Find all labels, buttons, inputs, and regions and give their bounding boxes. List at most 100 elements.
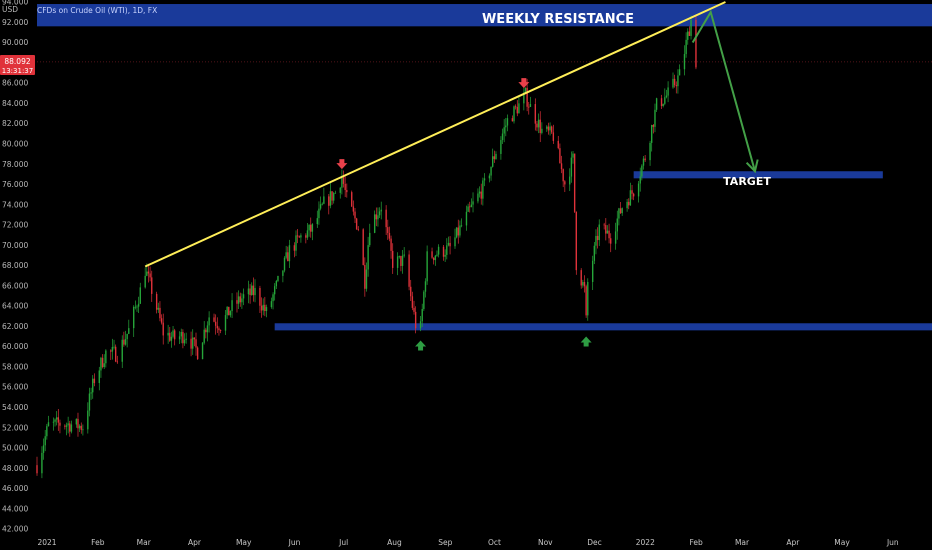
candle-body [111, 347, 114, 352]
price-tick-label: 94.000 [2, 0, 28, 7]
candle-body [500, 140, 502, 154]
candle [98, 366, 100, 391]
candle-body [654, 109, 656, 127]
candle [529, 96, 532, 108]
candle [639, 167, 641, 192]
price-axis: 42.000 44.000 46.000 48.000 50.000 52.000 54.0… [2, 0, 28, 534]
candle [560, 155, 563, 174]
candle-body [157, 307, 160, 310]
candle [591, 255, 594, 290]
candle [660, 94, 663, 110]
candle-body [42, 445, 45, 453]
candle-body [88, 393, 91, 411]
candle [316, 210, 319, 228]
candle-body [672, 78, 674, 88]
candle [511, 115, 514, 122]
candle [369, 223, 371, 247]
candle-body [414, 311, 417, 329]
candle [300, 233, 302, 243]
candle-body [362, 229, 364, 266]
candle-body [346, 190, 348, 193]
candle [351, 190, 353, 208]
candle-body [551, 126, 553, 133]
candle [655, 97, 658, 113]
candle-body [183, 339, 186, 344]
candle [685, 32, 687, 58]
candle-body [459, 225, 461, 236]
candle [390, 235, 392, 259]
candle-body [546, 126, 548, 129]
candle-body [260, 305, 263, 311]
candle-body [501, 133, 504, 141]
candle [44, 429, 46, 452]
candle-body [310, 224, 312, 232]
candle-body [113, 346, 115, 348]
candle [546, 125, 548, 132]
candle-body [523, 92, 525, 104]
time-tick-label: Dec [587, 538, 602, 547]
candle-body [365, 269, 368, 289]
candle [36, 456, 38, 476]
candle-body [528, 106, 530, 108]
candle-body [570, 157, 573, 177]
candle-body [562, 169, 564, 182]
candle [454, 228, 456, 249]
candle-body [573, 153, 576, 212]
candle [364, 257, 366, 297]
candle [162, 313, 164, 345]
candle-body [98, 370, 100, 384]
candle-body [375, 214, 378, 220]
candle [180, 328, 182, 344]
candle [100, 356, 102, 378]
candle [437, 244, 440, 258]
candle-body [201, 342, 204, 360]
candle [637, 181, 640, 203]
candle-body [236, 300, 238, 304]
candle-body [87, 410, 89, 430]
projection-arrowhead [745, 159, 759, 174]
candle [503, 119, 505, 143]
candle-body [596, 235, 599, 241]
candle [213, 313, 215, 323]
candle-body [541, 128, 543, 133]
candle [575, 211, 577, 275]
candle-body [695, 20, 697, 68]
price-tick-label: 82.000 [2, 119, 28, 128]
candle-body [619, 208, 622, 214]
candle [695, 15, 697, 70]
candle [128, 319, 130, 335]
currency-label: USD [2, 5, 18, 14]
candle-body [319, 204, 322, 209]
candle [92, 375, 94, 399]
candle-body [408, 254, 410, 287]
candle-body [296, 235, 299, 237]
candle [426, 245, 428, 285]
candle-body [342, 176, 345, 184]
candle [523, 84, 525, 111]
candle-body [660, 98, 663, 107]
candle [101, 354, 104, 369]
candle [644, 155, 646, 162]
price-tick-label: 66.000 [2, 281, 28, 290]
candle-body [149, 273, 151, 278]
time-tick-label: Mar [137, 538, 152, 547]
candle-body [139, 287, 141, 304]
candle-body [193, 337, 196, 340]
candle-body [67, 423, 69, 426]
candle-body [334, 192, 337, 194]
candle [331, 191, 333, 205]
price-tick-label: 74.000 [2, 200, 28, 209]
candle-body [403, 254, 405, 256]
candle [562, 168, 564, 188]
candle [139, 282, 141, 305]
candle-body [431, 251, 433, 258]
candle-body [59, 422, 61, 426]
candle [318, 201, 320, 225]
candle-body [329, 191, 332, 206]
candle [652, 124, 655, 134]
candle [500, 136, 502, 160]
candle-body [54, 419, 56, 422]
candle [459, 220, 461, 238]
candle-body [605, 225, 607, 234]
